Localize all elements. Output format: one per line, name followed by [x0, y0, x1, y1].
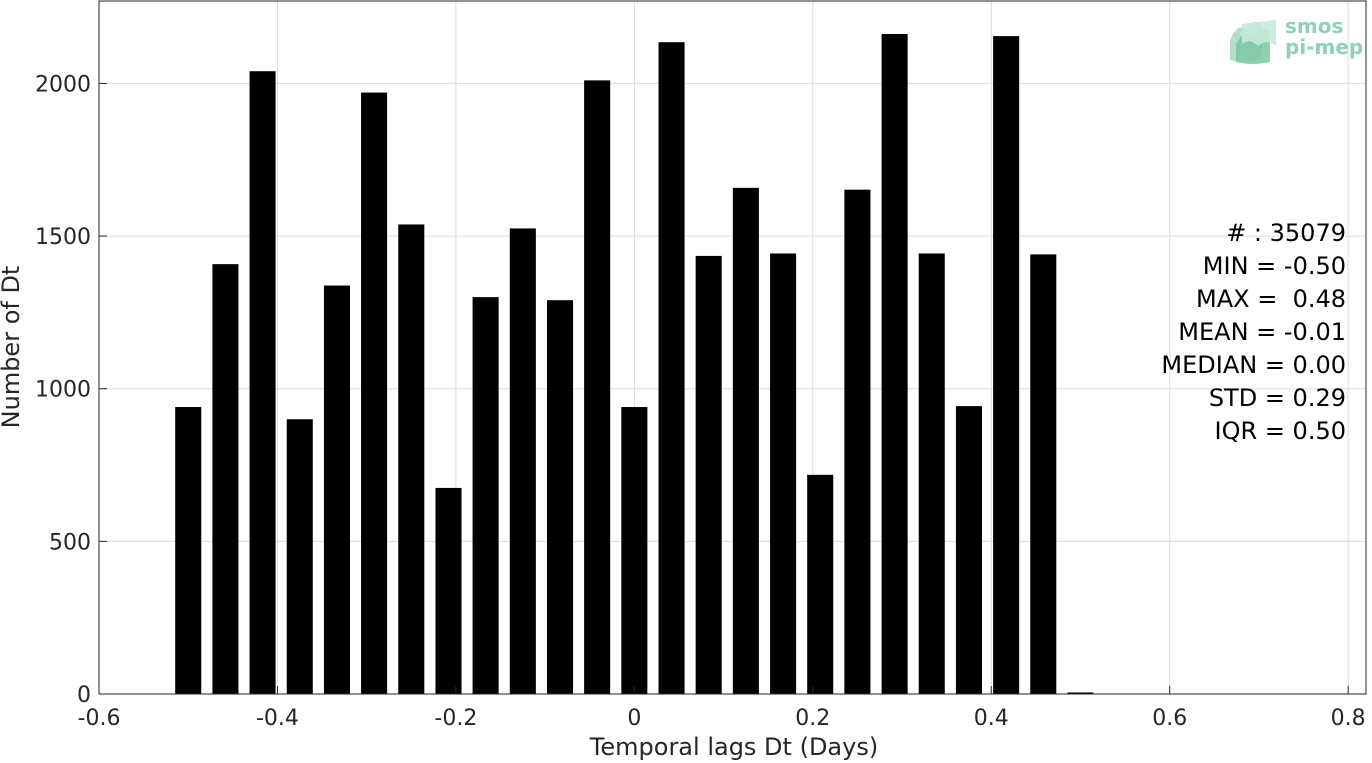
histogram-bar: [1030, 254, 1057, 694]
histogram-bar: [955, 406, 982, 694]
histogram-bar: [770, 253, 797, 694]
histogram-bar: [435, 487, 462, 694]
histogram-bar: [658, 42, 685, 694]
x-tick-label: 0: [627, 706, 641, 731]
histogram-bar: [993, 36, 1020, 695]
stat-iqr: IQR = 0.50: [1215, 417, 1346, 445]
stat-count: # : 35079: [1226, 219, 1346, 247]
y-tick-label: 500: [49, 530, 91, 555]
x-tick-label: 0.6: [1152, 706, 1187, 731]
axis-ticks: -0.6 -0.4 -0.2 0 0.2 0.4 0.6 0.8 0 500 1000 1500 200…: [35, 72, 1366, 731]
stat-min: MIN = -0.50: [1203, 252, 1346, 280]
histogram-bar: [175, 407, 202, 694]
y-tick-label: 2000: [35, 72, 91, 97]
bars: [175, 33, 1094, 695]
histogram-bar: [286, 419, 313, 694]
histogram-bar: [881, 33, 908, 694]
histogram-bar: [732, 187, 759, 694]
histogram-bar: [212, 264, 239, 694]
x-axis-label: Temporal lags Dt (Days): [589, 733, 878, 761]
histogram-bar: [547, 300, 574, 694]
x-tick-label: 0.8: [1331, 706, 1366, 731]
histogram-bar: [621, 407, 648, 694]
y-tick-label: 1500: [35, 225, 91, 250]
histogram-bar: [918, 253, 945, 694]
histogram-bar: [323, 285, 350, 694]
histogram-bar: [1067, 692, 1094, 694]
stat-mean: MEAN = -0.01: [1178, 318, 1346, 346]
histogram-bar: [398, 224, 425, 694]
stat-median: MEDIAN = 0.00: [1161, 351, 1346, 379]
smos-pi-mep-logo: smos pi-mep: [1230, 14, 1363, 64]
x-tick-label: 0.4: [974, 706, 1009, 731]
stat-std: STD = 0.29: [1209, 384, 1346, 412]
histogram-bar: [807, 474, 834, 694]
logo-mark-icon: [1230, 20, 1276, 64]
y-axis-label: Number of Dt: [0, 266, 25, 429]
x-tick-label: 0.2: [795, 706, 830, 731]
y-tick-label: 0: [77, 683, 91, 708]
histogram-bar: [509, 228, 536, 694]
logo-text-line1: smos: [1285, 14, 1343, 38]
histogram-bar: [584, 80, 611, 694]
x-tick-label: -0.2: [434, 706, 477, 731]
histogram-bar: [249, 71, 276, 694]
x-tick-label: -0.4: [256, 706, 299, 731]
y-tick-label: 1000: [35, 378, 91, 403]
histogram-bar: [361, 92, 388, 695]
histogram-bar: [472, 297, 499, 694]
histogram-bar: [695, 255, 722, 694]
plot-area-frame: [98, 0, 1367, 695]
histogram-bar: [844, 189, 871, 694]
statistics-box: # : 35079 MIN = -0.50 MAX = 0.48 MEAN = …: [1161, 219, 1346, 445]
stat-max: MAX = 0.48: [1196, 285, 1346, 313]
x-tick-label: -0.6: [78, 706, 121, 731]
logo-text-line2: pi-mep: [1285, 35, 1363, 59]
